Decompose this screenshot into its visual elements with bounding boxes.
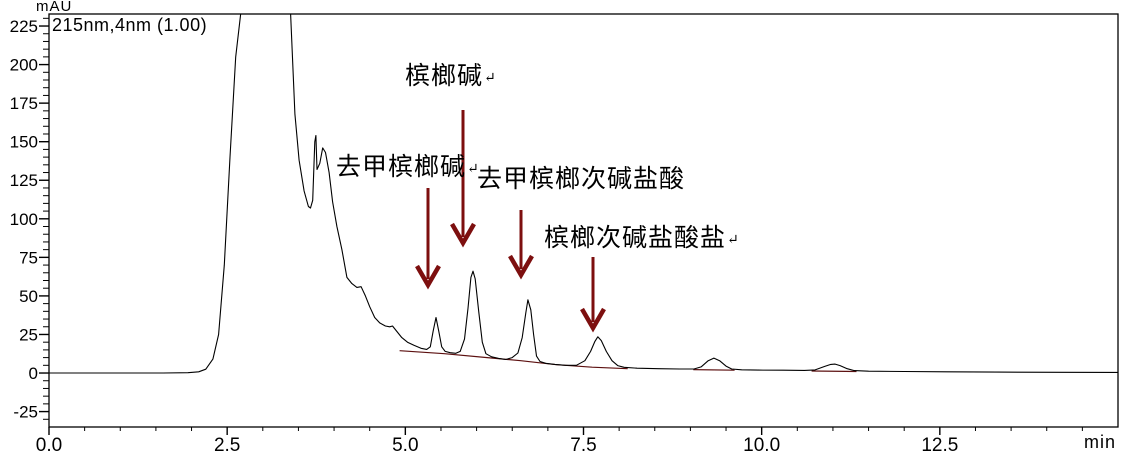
x-tick-label: 10.0 — [743, 435, 780, 453]
y-tick-label: 200 — [10, 56, 38, 75]
integration-baseline — [693, 369, 735, 371]
y-tick-label: 0 — [29, 364, 38, 383]
y-tick-label: 25 — [19, 325, 38, 344]
y-tick-label: 125 — [10, 171, 38, 190]
paragraph-return-mark: ↵ — [484, 70, 496, 86]
y-tick-label: 150 — [10, 133, 38, 152]
annotation-arrowhead — [580, 307, 606, 333]
y-tick-label: 175 — [10, 94, 38, 113]
x-tick-label: 12.5 — [921, 435, 958, 453]
detector-channel-label: 215nm,4nm (1.00) — [52, 15, 208, 35]
annotation-arecaidine-hcl-text: 槟榔次碱盐酸盐 — [544, 223, 727, 252]
y-tick-label: 50 — [19, 287, 38, 306]
y-tick-label: 100 — [10, 210, 38, 229]
annotation-guvacine-hcl: 去甲槟榔次碱盐酸 — [477, 165, 686, 193]
integration-baseline — [399, 350, 628, 370]
annotation-guvacine-hcl-text: 去甲槟榔次碱盐酸 — [477, 164, 686, 193]
integration-baseline — [811, 370, 857, 373]
signal-trace — [49, 14, 1118, 374]
annotation-arecoline-text: 槟榔碱 — [405, 61, 484, 90]
annotation-arecaidine-hcl: 槟榔次碱盐酸盐↵ — [544, 224, 739, 252]
annotation-guvacoline-text: 去甲槟榔碱 — [336, 152, 467, 181]
annotation-guvacoline: 去甲槟榔碱↵ — [336, 153, 479, 181]
y-tick-label: 75 — [19, 248, 38, 267]
y-axis-unit-label: mAU — [36, 0, 73, 15]
paragraph-return-mark: ↵ — [467, 161, 479, 177]
annotation-arrowhead — [508, 254, 534, 280]
x-tick-label: 0.0 — [36, 435, 62, 453]
annotation-arrowhead — [450, 222, 476, 248]
x-axis-unit-label: min — [1084, 432, 1117, 452]
paragraph-return-mark: ↵ — [727, 232, 739, 248]
y-tick-label: 225 — [10, 17, 38, 36]
annotation-arrowhead — [415, 264, 441, 290]
x-tick-label: 2.5 — [214, 435, 240, 453]
annotation-arecoline: 槟榔碱↵ — [405, 62, 496, 90]
y-tick-label: -25 — [13, 403, 38, 422]
x-tick-label: 5.0 — [392, 435, 418, 453]
x-tick-label: 7.5 — [570, 435, 596, 453]
